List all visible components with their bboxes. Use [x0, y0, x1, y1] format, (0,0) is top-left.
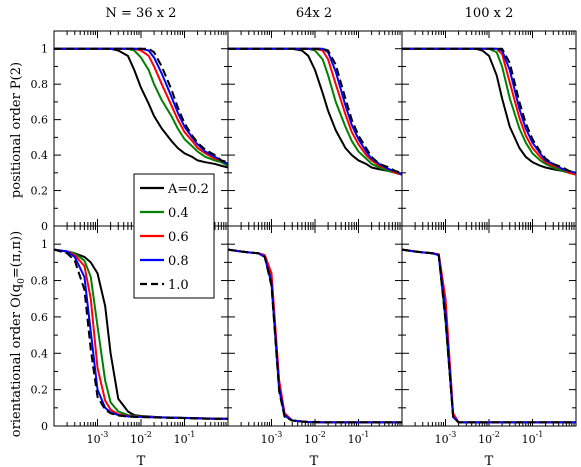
panel-title-2: 64x 2 [296, 6, 332, 21]
panel-title-1: N = 36 x 2 [106, 6, 177, 21]
panel-title-3: 100 x 2 [465, 6, 514, 21]
panel-3-orientational: 10-3 10-2 10-1 [401, 225, 577, 446]
series-line-2 [402, 248, 576, 424]
series-line-1 [228, 47, 402, 176]
series-line-1 [402, 248, 576, 424]
panels-layer: 0 0.2 0.4 0.6 0.8 1 0 0.2 0.4 0.6 0.8 1 10-3 10-2 10-1… [31, 30, 577, 446]
series-line-4 [402, 47, 576, 174]
series-line-1 [228, 248, 402, 424]
x-tick-label: 10-1 [174, 430, 196, 446]
y-tick-label: 0.8 [31, 275, 49, 288]
series-line-4 [228, 248, 402, 424]
y-tick-label: 0.2 [31, 384, 49, 397]
y-axis-label-top: positional order P(2) [9, 62, 24, 198]
y-tick-label: 0 [41, 420, 48, 433]
y-tick-label: 0.6 [31, 114, 49, 127]
panel-3-positional [401, 30, 577, 227]
legend-label-2: 0.4 [168, 206, 189, 221]
x-tick-label: 10-1 [348, 430, 370, 446]
x-axis-label-2: T [310, 454, 319, 467]
series-line-3 [402, 248, 576, 424]
x-axis-label-1: T [137, 454, 146, 467]
series-line-2 [228, 248, 402, 424]
series-line-5 [402, 248, 576, 424]
series-line-4 [228, 47, 402, 176]
y-tick-label: 0.6 [31, 311, 49, 324]
plot-frame [227, 225, 403, 427]
series-line-3 [228, 248, 402, 424]
plot-frame [401, 30, 577, 227]
series-line-5 [402, 47, 576, 174]
series-line-5 [54, 248, 228, 420]
y-label-bottom-subscript: 0 [17, 278, 27, 284]
x-tick-label: 10-3 [435, 430, 457, 446]
series-group [54, 47, 228, 169]
series-group [228, 47, 402, 176]
y-tick-label: 1 [41, 238, 48, 251]
y-tick-label: 0.4 [31, 347, 49, 360]
x-tick-label: 10-1 [522, 430, 544, 446]
series-line-2 [228, 47, 402, 176]
legend-label-5: 1.0 [168, 278, 189, 293]
x-tick-label: 10-3 [261, 430, 283, 446]
series-group [228, 248, 402, 424]
y-tick-label: 0.8 [31, 78, 49, 91]
series-line-5 [228, 47, 402, 174]
x-tick-label: 10-2 [304, 430, 326, 446]
panel-2-orientational: 10-3 10-2 10-1 [227, 225, 403, 446]
series-group [402, 47, 576, 176]
series-line-5 [228, 248, 402, 424]
series-group [402, 248, 576, 424]
series-line-4 [402, 248, 576, 424]
x-tick-label: 10-2 [130, 430, 152, 446]
y-tick-label: 0.4 [31, 149, 49, 162]
plot-frame [401, 225, 577, 427]
legend-label-3: 0.6 [168, 230, 189, 245]
series-line-5 [54, 47, 228, 164]
y-axis-label-bottom: orientational order O(q0=(π,π)) [9, 231, 27, 437]
y-tick-label: 1 [41, 43, 48, 56]
series-line-1 [402, 47, 576, 176]
y-label-bottom-part-1: orientational order O(q [9, 284, 24, 437]
panel-1-positional: 0 0.2 0.4 0.6 0.8 1 [31, 30, 229, 233]
legend-label-1: A=0.2 [167, 182, 209, 197]
plot-frame [227, 30, 403, 227]
labels-layer: N = 36 x 2 64x 2 100 x 2 T T T positiona… [9, 6, 513, 467]
series-group [54, 248, 228, 420]
series-line-3 [228, 47, 402, 176]
x-tick-label: 10-3 [87, 430, 109, 446]
x-tick-label: 10-2 [478, 430, 500, 446]
y-label-bottom-part-2: =(π,π)) [9, 231, 24, 278]
series-line-3 [402, 47, 576, 176]
series-line-2 [402, 47, 576, 176]
panel-1-orientational: 0 0.2 0.4 0.6 0.8 1 10-3 10-2 10-1 [31, 225, 229, 446]
y-tick-label: 0.2 [31, 185, 49, 198]
legend-label-4: 0.8 [168, 254, 189, 269]
legend: A=0.2 0.4 0.6 0.8 1.0 [133, 173, 215, 299]
y-tick-label: 0 [41, 220, 48, 233]
panel-2-positional [227, 30, 403, 227]
x-axis-label-3: T [485, 454, 494, 467]
